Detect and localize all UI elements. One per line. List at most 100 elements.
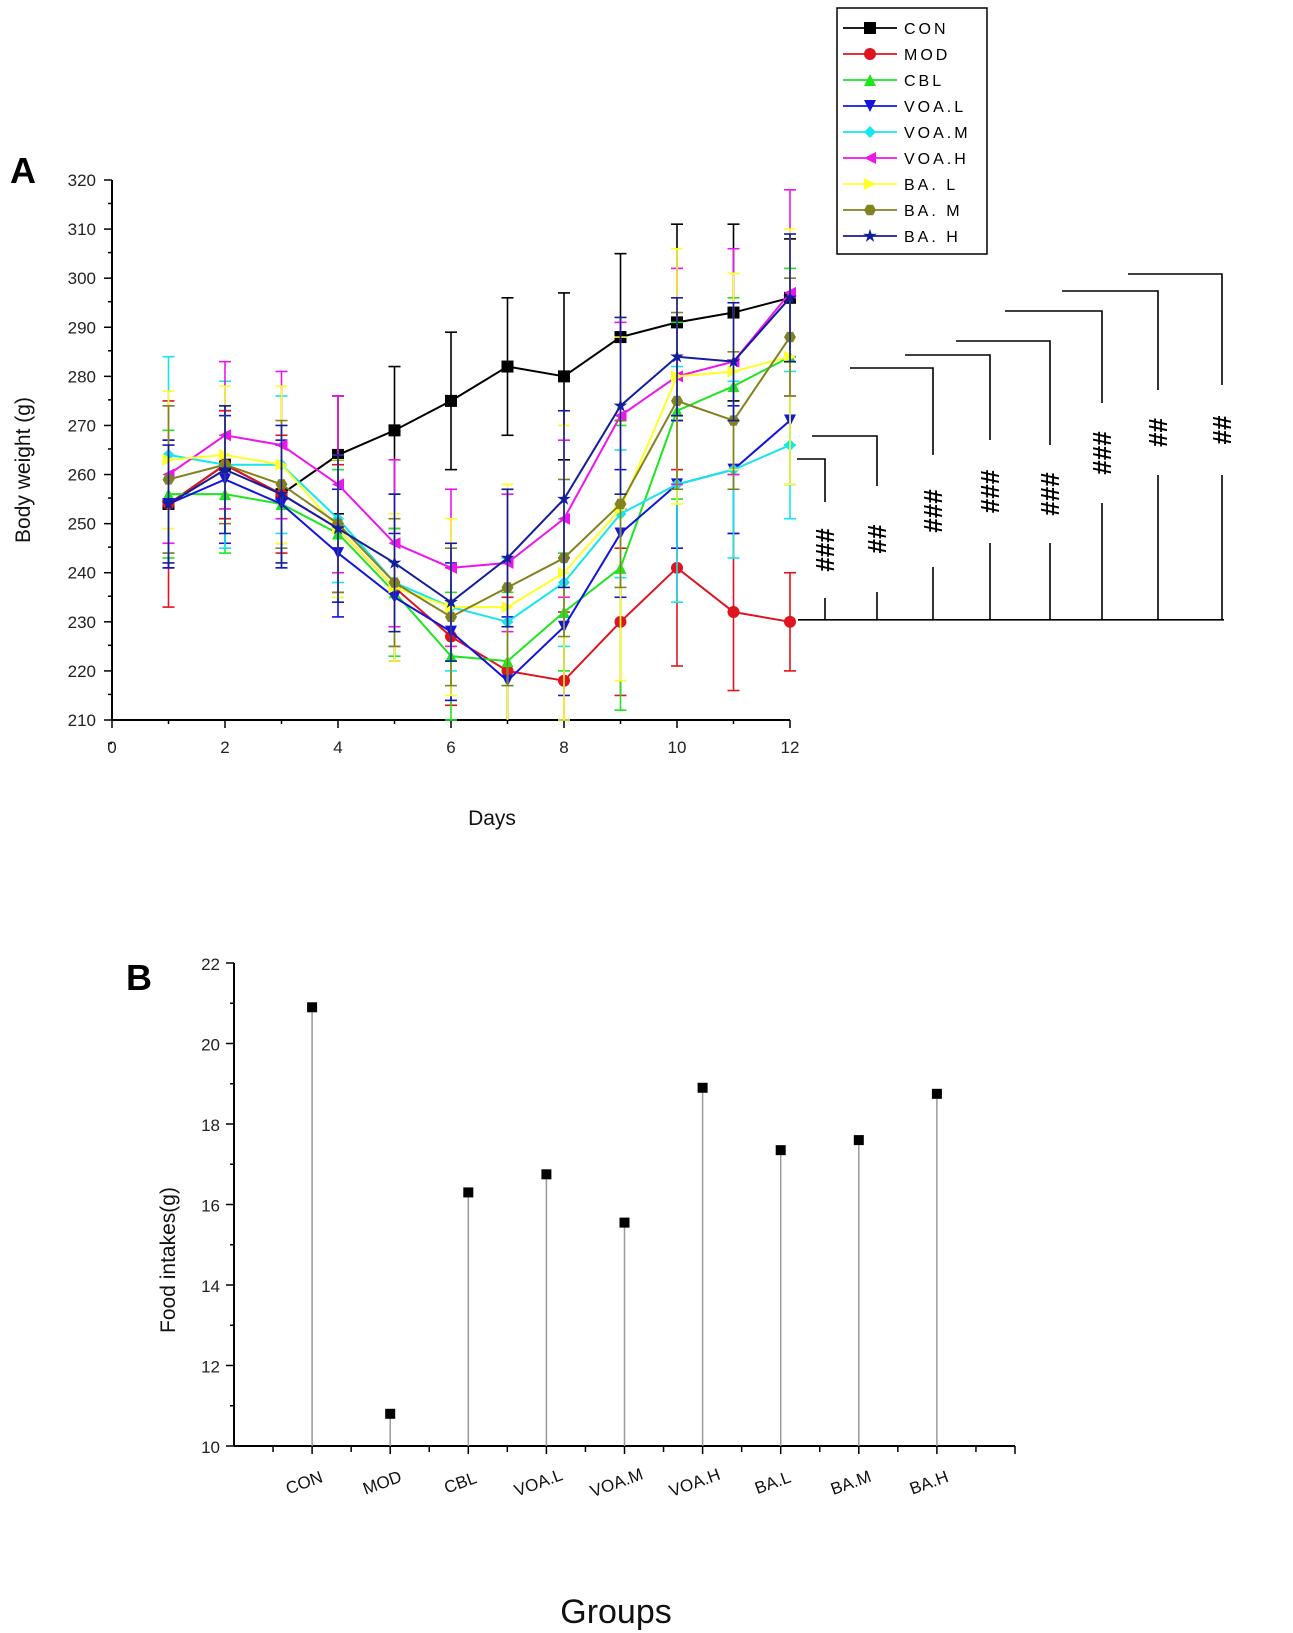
legend-marker xyxy=(864,204,876,216)
panel-a-axes: 210 220 230 240 250 260 270 280 290 300 310 320 0 2 4 6… xyxy=(68,171,800,757)
series-con xyxy=(162,223,796,569)
significance-label: ## xyxy=(862,524,892,553)
data-point xyxy=(557,491,571,505)
data-point xyxy=(783,290,797,304)
data-point xyxy=(784,615,796,628)
panel-a-series xyxy=(161,189,797,721)
panel-b-y-tick-label: 20 xyxy=(201,1036,220,1055)
significance-label: ## xyxy=(1143,418,1173,447)
series-bah xyxy=(161,233,797,662)
legend-label: VOA.H xyxy=(904,151,969,168)
legend-marker xyxy=(864,126,876,138)
significance-label: ### xyxy=(1087,431,1117,475)
series-line xyxy=(167,296,791,505)
legend: CON MOD CBL VOA.L VOA.M VOA.H BA. L BA. M BA. H xyxy=(836,7,988,255)
significance-brackets: ### ##### ### ###### ## ## xyxy=(797,273,1237,621)
panel-a-x-axis-label: Days xyxy=(468,807,516,830)
legend-label: MOD xyxy=(904,47,950,64)
category-label: BA.H xyxy=(907,1467,951,1498)
panel-a-y-tick-label: 250 xyxy=(68,515,96,534)
stem-point xyxy=(775,1145,786,1156)
category-label: VOA.L xyxy=(512,1465,566,1500)
legend-label: BA. L xyxy=(904,177,958,194)
series-voah xyxy=(162,189,796,648)
panel-a-y-axis-label: Body weight (g) xyxy=(12,397,35,543)
panel-a-x-tick-label: 0 xyxy=(107,738,116,757)
series-line xyxy=(168,419,791,683)
legend-label: CBL xyxy=(904,73,944,90)
panel-b-y-tick-label: 12 xyxy=(201,1358,220,1377)
data-point xyxy=(670,349,684,363)
legend-marker xyxy=(864,152,876,164)
category-label: VOA.H xyxy=(667,1465,723,1501)
stem-point xyxy=(385,1408,396,1419)
category-label: CON xyxy=(283,1467,325,1498)
panel-a-label: A xyxy=(10,150,36,191)
bracket-top xyxy=(1062,290,1159,390)
panel-b-label: B xyxy=(126,957,152,998)
data-point xyxy=(726,354,741,368)
panel-b-y-axis-label: Food intakes(g) xyxy=(157,1187,180,1333)
panel-a-y-tick-label: 290 xyxy=(68,318,96,337)
panel-a-y-tick-label: 310 xyxy=(68,220,96,239)
stem-point xyxy=(541,1169,552,1180)
category-label: CBL xyxy=(442,1468,480,1497)
legend-label: VOA.L xyxy=(904,99,966,116)
legend-box xyxy=(836,7,988,255)
legend-marker xyxy=(864,178,876,190)
stem-point xyxy=(853,1135,864,1146)
stem-point xyxy=(463,1187,474,1198)
series-line xyxy=(168,355,791,663)
data-point xyxy=(613,398,628,412)
legend-marker xyxy=(864,100,876,112)
data-point xyxy=(727,606,740,618)
series-line xyxy=(167,297,791,604)
category-label: VOA.M xyxy=(588,1465,646,1502)
category-label: BA.M xyxy=(828,1467,874,1499)
series-line xyxy=(167,292,791,569)
significance-label: ## xyxy=(1207,415,1237,444)
panel-b-y-tick-label: 18 xyxy=(201,1116,220,1135)
data-point xyxy=(500,550,515,564)
panel-a-x-tick-label: 2 xyxy=(220,738,229,757)
data-point xyxy=(161,496,176,510)
panel-a-y-tick-label: 280 xyxy=(68,367,96,386)
legend-marker xyxy=(864,74,876,86)
legend-marker xyxy=(864,22,876,34)
bracket-top xyxy=(797,458,826,502)
legend-marker xyxy=(864,48,876,60)
data-point xyxy=(218,462,232,476)
bracket-top xyxy=(956,340,1051,445)
panel-b-y-tick-label: 10 xyxy=(201,1438,220,1457)
bracket-top xyxy=(812,435,878,486)
series-voal xyxy=(162,355,796,720)
series-line xyxy=(168,336,791,619)
series-line xyxy=(167,463,791,682)
series-voam xyxy=(162,355,796,687)
stem-point xyxy=(307,1002,318,1013)
significance-label: ### xyxy=(810,528,840,572)
legend-label: CON xyxy=(904,21,949,38)
stem-point xyxy=(619,1217,630,1228)
data-point xyxy=(445,394,457,407)
legend-label: VOA.M xyxy=(904,125,971,142)
panel-a-y-tick-label: 300 xyxy=(68,269,96,288)
data-point xyxy=(388,424,401,437)
data-point xyxy=(274,486,289,501)
legend-marker xyxy=(863,228,877,242)
legend-label: BA. H xyxy=(904,229,961,246)
panel-a-y-tick-label: 270 xyxy=(68,416,96,435)
category-label: MOD xyxy=(360,1467,404,1498)
stem-point xyxy=(697,1082,708,1093)
panel-b-axes: 10 12 14 16 18 20 22 xyxy=(201,955,1016,1457)
data-point xyxy=(331,521,345,535)
panel-a-y-tick-label: 210 xyxy=(68,711,96,730)
panel-a-y-tick-label: 260 xyxy=(68,466,96,485)
panel-a-y-tick-label: 220 xyxy=(68,662,96,681)
series-bal xyxy=(162,228,796,721)
panel-a-x-tick-label: 10 xyxy=(668,738,687,757)
bracket-top xyxy=(850,367,934,455)
data-point xyxy=(387,555,402,569)
significance-label: ### xyxy=(1035,472,1065,516)
